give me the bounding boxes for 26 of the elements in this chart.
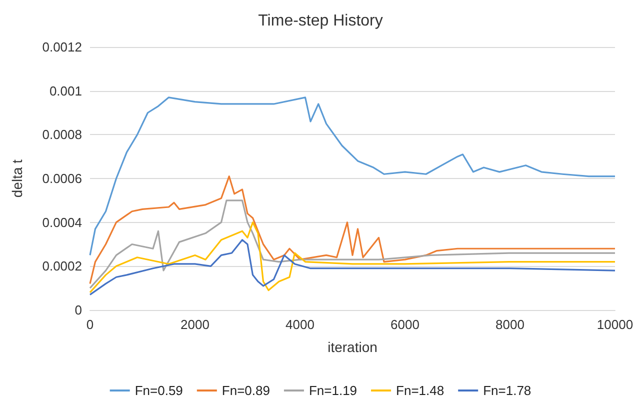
x-tick-label: 0 [86, 317, 94, 332]
x-axis-title: iteration [328, 339, 378, 355]
x-tick-label: 4000 [286, 317, 314, 332]
legend-label: Fn=0.59 [134, 383, 183, 398]
y-tick-label: 0.0012 [42, 40, 82, 54]
legend-label: Fn=1.78 [483, 383, 532, 398]
x-tick-label: 8000 [496, 317, 524, 332]
y-axis-title: delta t [9, 159, 25, 198]
x-tick-label: 10000 [596, 317, 634, 332]
chart-title: Time-step History [258, 12, 383, 30]
y-tick-label: 0.0006 [42, 171, 82, 186]
line-series [89, 200, 616, 289]
legend-label: Fn=1.19 [308, 383, 358, 398]
legend-label: Fn=1.48 [396, 383, 444, 398]
x-tick-label: 6000 [390, 317, 420, 332]
y-tick-label: 0.0004 [42, 214, 82, 230]
line-series [89, 239, 616, 296]
y-tick-label: 0 [74, 302, 82, 318]
line-series [89, 176, 616, 284]
legend-label: Fn=0.89 [222, 383, 270, 398]
line-series [89, 96, 616, 256]
y-tick-label: 0.0002 [42, 258, 82, 274]
y-tick-label: 0.001 [49, 83, 82, 98]
line-series [89, 222, 616, 294]
y-tick-label: 0.0008 [42, 127, 82, 142]
x-tick-label: 2000 [180, 317, 210, 332]
